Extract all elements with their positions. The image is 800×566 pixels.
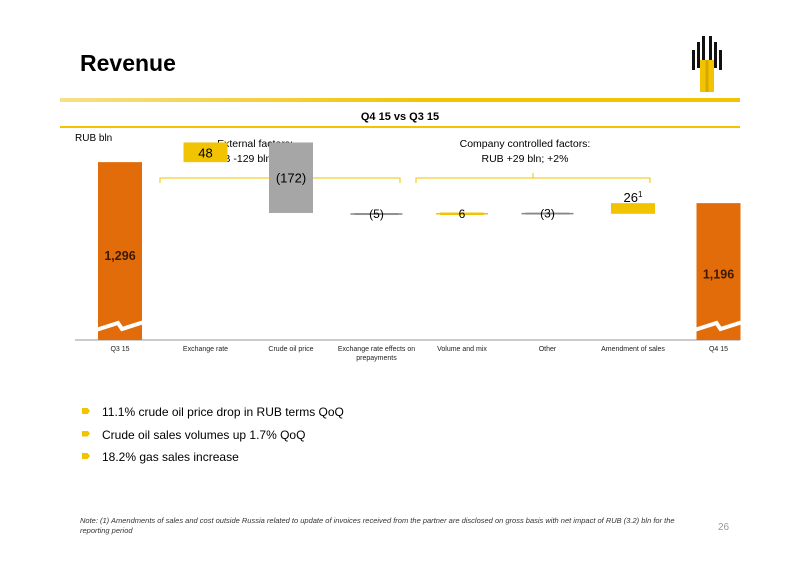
value-label-3: (5)	[369, 207, 384, 221]
bullet-arrow-icon	[82, 430, 90, 437]
bar-6	[611, 203, 655, 214]
value-label-5: (3)	[540, 207, 555, 221]
axis-break-0	[95, 320, 145, 332]
category-label-7: Q4 15	[709, 346, 728, 353]
category-label-3: Exchange rate effects on prepayments	[338, 346, 415, 362]
bar-2	[269, 142, 313, 213]
bullet-item: 11.1% crude oil price drop in RUB terms …	[80, 405, 344, 428]
page-title: Revenue	[80, 50, 176, 76]
category-label-0: Q3 15	[110, 346, 129, 353]
category-label-4: Volume and mix	[437, 346, 487, 353]
category-label-1: Exchange rate	[183, 346, 228, 353]
bullet-text: 11.1% crude oil price drop in RUB terms …	[102, 405, 344, 419]
top-divider	[60, 98, 740, 102]
company-logo	[692, 36, 722, 92]
bar-0	[98, 162, 142, 340]
category-label-5: Other	[539, 346, 557, 353]
footnote: Note: (1) Amendments of sales and cost o…	[80, 516, 675, 535]
category-label-2: Crude oil price	[268, 346, 313, 353]
company-factors-bracket	[415, 173, 651, 183]
bar-1	[183, 142, 228, 163]
value-label-6: 261	[624, 190, 643, 205]
bullet-text: 18.2% gas sales increase	[102, 450, 239, 464]
category-label-6: Amendment of sales	[601, 346, 665, 353]
company-factors-label: Company controlled factors: RUB +29 bln;…	[420, 137, 630, 167]
bullet-item: Crude oil sales volumes up 1.7% QoQ	[80, 428, 344, 451]
value-label-7: 1,196	[703, 267, 734, 281]
value-label-0: 1,296	[104, 249, 135, 263]
bullet-arrow-icon	[82, 453, 90, 459]
unit-label: RUB bln	[75, 133, 113, 144]
bullet-arrow-icon	[82, 408, 90, 414]
bullet-item: 18.2% gas sales increase	[80, 450, 344, 473]
value-label-2: (172)	[276, 171, 306, 186]
bar-7	[696, 203, 741, 340]
company-factors-value: RUB +29 bln; +2%	[481, 153, 569, 165]
value-label-1: 48	[198, 145, 212, 160]
subtitle-divider	[60, 126, 740, 128]
chart-subtitle: Q4 15 vs Q3 15	[360, 111, 440, 123]
company-factors-title: Company controlled factors:	[459, 138, 591, 150]
value-label-4: 6	[459, 207, 466, 221]
bullet-list: 11.1% crude oil price drop in RUB terms …	[80, 405, 344, 473]
axis-break-7	[693, 320, 744, 332]
bullet-text: Crude oil sales volumes up 1.7% QoQ	[102, 427, 306, 442]
page-number: 26	[718, 522, 730, 533]
